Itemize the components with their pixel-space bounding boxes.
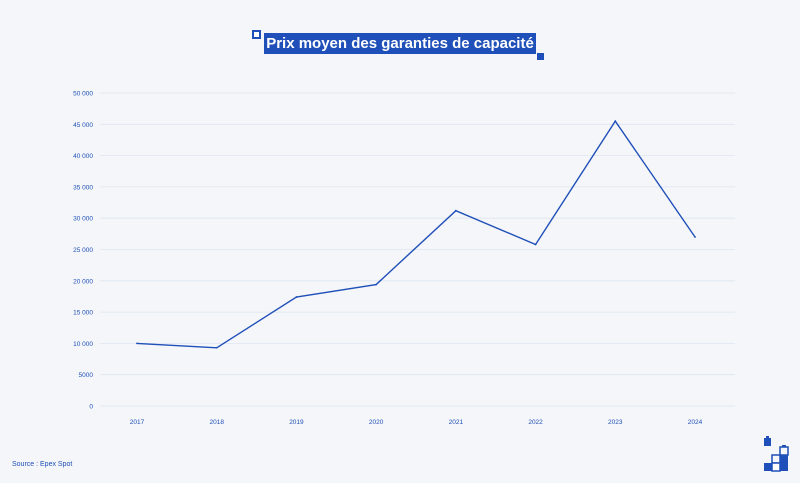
data-point — [454, 209, 457, 212]
x-tick-label: 2020 — [369, 419, 384, 426]
chart-title: Prix moyen des garanties de capacité — [264, 33, 536, 54]
y-tick-label: 40 000 — [73, 153, 93, 160]
x-tick-label: 2024 — [688, 419, 703, 426]
y-tick-label: 25 000 — [73, 247, 93, 254]
data-point — [375, 283, 378, 286]
data-point — [215, 346, 218, 349]
y-tick-label: 20 000 — [73, 278, 93, 285]
y-tick-label: 15 000 — [73, 310, 93, 317]
battery-blocks-icon — [764, 436, 789, 472]
x-tick-label: 2022 — [528, 419, 543, 426]
source-note: Source : Epex Spot — [12, 461, 73, 468]
series-line — [136, 119, 696, 349]
x-tick-label: 2019 — [289, 419, 304, 426]
y-tick-label: 0 — [89, 404, 93, 411]
data-point — [614, 120, 617, 123]
y-tick-label: 35 000 — [73, 184, 93, 191]
y-tick-label: 10 000 — [73, 341, 93, 348]
chart-title-banner: Prix moyen des garanties de capacité — [252, 30, 544, 60]
title-deco-square-top-left — [252, 30, 261, 39]
y-tick-label: 50 000 — [73, 91, 93, 98]
data-point — [534, 243, 537, 246]
y-tick-label: 5000 — [79, 372, 94, 379]
y-tick-label: 45 000 — [73, 122, 93, 129]
data-point — [295, 296, 298, 298]
x-tick-label: 2017 — [130, 419, 145, 426]
data-point — [694, 236, 696, 238]
title-deco-square-bottom-right — [537, 53, 544, 60]
data-point — [136, 342, 138, 345]
x-tick-label: 2021 — [449, 419, 464, 426]
x-tick-label: 2023 — [608, 419, 623, 426]
x-tick-label: 2018 — [209, 419, 224, 426]
y-tick-label: 30 000 — [73, 216, 93, 223]
